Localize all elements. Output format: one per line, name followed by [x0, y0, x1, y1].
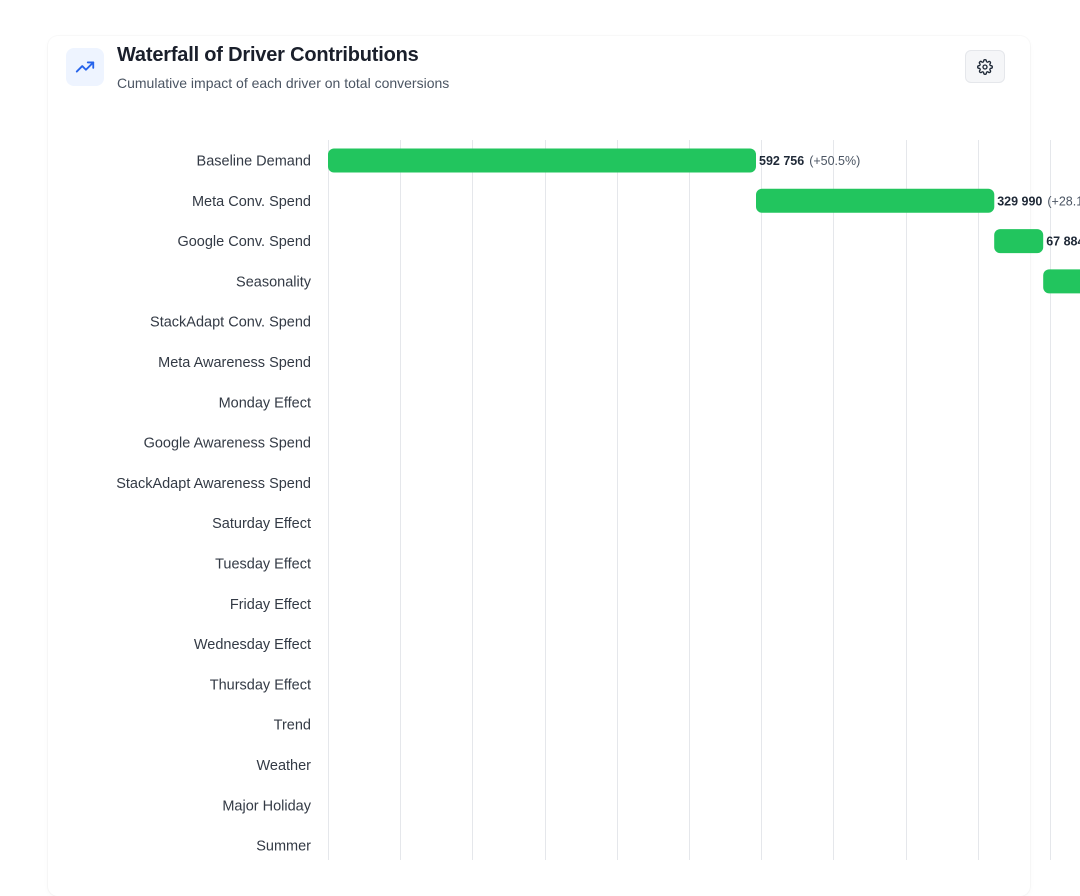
chart-title: Waterfall of Driver Contributions: [117, 44, 419, 66]
category-label: Wednesday Effect: [194, 637, 311, 653]
category-label: Tuesday Effect: [215, 557, 311, 573]
settings-button[interactable]: [965, 50, 1005, 83]
waterfall-chart: Baseline Demand 592 756 (+50.5%) Meta Conv.…: [116, 140, 1080, 860]
category-label: Meta Conv. Spend: [192, 194, 311, 210]
percent-label: (+28.1%): [1047, 194, 1080, 208]
value-label: 592 756: [759, 154, 804, 168]
gear-icon: [977, 58, 993, 75]
waterfall-bar: [328, 148, 756, 173]
category-label: Trend: [274, 718, 311, 734]
waterfall-bar: [756, 188, 995, 213]
category-label: Baseline Demand: [197, 154, 311, 170]
waterfall-bar: [994, 229, 1044, 254]
category-label: StackAdapt Awareness Spend: [116, 476, 311, 492]
category-label: Major Holiday: [222, 798, 311, 814]
category-label: Weather: [256, 758, 311, 774]
category-label: Seasonality: [236, 274, 312, 290]
value-label: 329 990: [997, 194, 1042, 208]
category-label: Saturday Effect: [212, 516, 311, 532]
percent-label: (+50.5%): [809, 154, 860, 168]
category-label: Summer: [256, 839, 311, 855]
category-label: Monday Effect: [219, 395, 311, 411]
chart-subtitle: Cumulative impact of each driver on tota…: [117, 75, 450, 91]
category-label: Thursday Effect: [210, 677, 311, 693]
waterfall-bar: [1043, 269, 1080, 294]
category-label: Meta Awareness Spend: [158, 355, 311, 371]
category-label: Friday Effect: [230, 597, 311, 613]
trending-up-icon: [66, 48, 104, 86]
value-label: 67 884: [1046, 235, 1080, 249]
category-label: Google Awareness Spend: [144, 436, 311, 452]
chart-card: Waterfall of Driver Contributions Cumula…: [48, 36, 1030, 896]
category-label: StackAdapt Conv. Spend: [150, 315, 311, 331]
category-label: Google Conv. Spend: [177, 234, 311, 250]
